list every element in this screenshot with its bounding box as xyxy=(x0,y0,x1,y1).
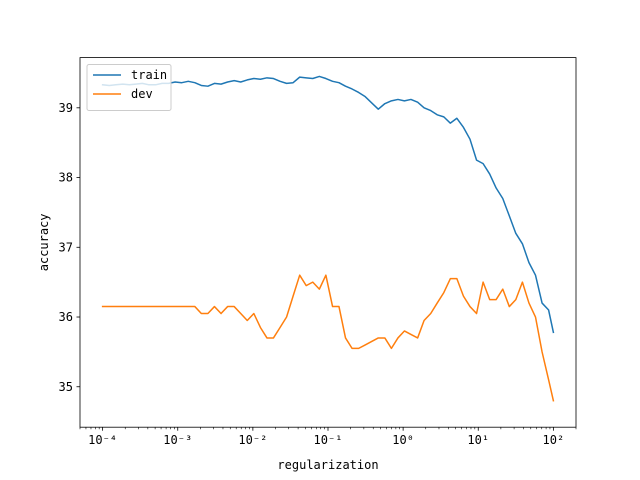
y-tick-label: 37 xyxy=(59,240,73,254)
x-axis-label: regularization xyxy=(277,458,378,472)
series-layer xyxy=(101,75,555,402)
x-axis: 10⁻⁴ 10⁻³ 10⁻² 10⁻¹ 10⁰ 10¹ 10² xyxy=(79,427,577,447)
x-tick-label: 10¹ xyxy=(467,433,489,447)
x-tick-label: 10⁻³ xyxy=(163,433,192,447)
y-tick-label: 39 xyxy=(59,101,73,115)
y-axis-label: accuracy xyxy=(37,214,51,272)
x-tick-label: 10⁻² xyxy=(238,433,267,447)
x-tick-label: 10² xyxy=(543,433,565,447)
y-tick-label: 38 xyxy=(59,171,73,185)
y-tick-label: 35 xyxy=(59,380,73,394)
legend-box xyxy=(86,64,172,111)
series-line-dev xyxy=(101,274,555,402)
y-axis: 35 36 37 38 39 xyxy=(59,101,80,394)
x-tick-label: 10⁻⁴ xyxy=(88,433,117,447)
y-tick-label: 36 xyxy=(59,310,73,324)
legend-label-dev: dev xyxy=(131,87,153,101)
series-line-train xyxy=(101,75,555,334)
x-tick-label: 10⁻¹ xyxy=(314,433,343,447)
legend: train dev xyxy=(86,64,172,111)
legend-label-train: train xyxy=(131,68,167,82)
x-tick-label: 10⁰ xyxy=(392,433,414,447)
